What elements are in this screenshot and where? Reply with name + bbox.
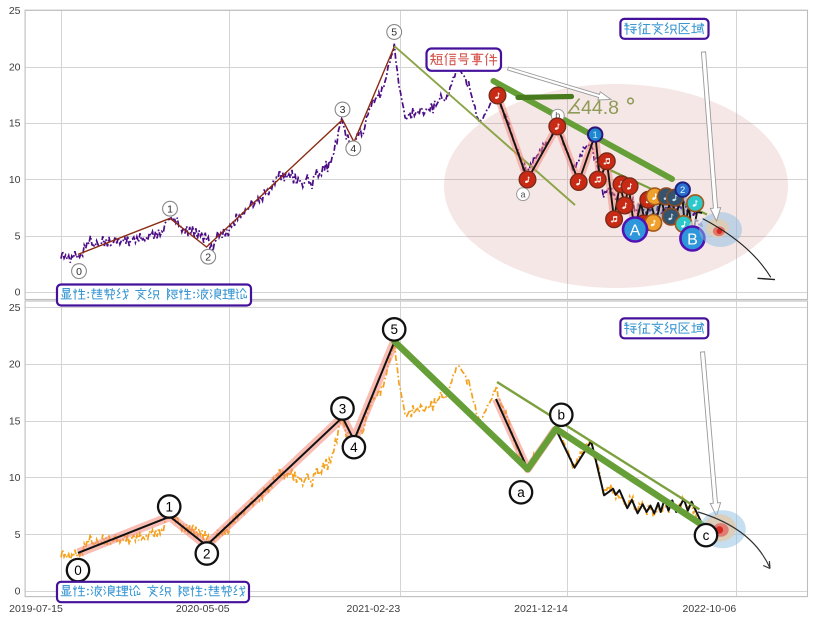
svg-text:25: 25 <box>9 302 21 314</box>
svg-text:A: A <box>630 222 641 239</box>
svg-text:2: 2 <box>203 546 211 561</box>
svg-text:5: 5 <box>15 230 21 242</box>
svg-text:20: 20 <box>9 359 21 371</box>
svg-text:5: 5 <box>15 529 21 541</box>
svg-text:2020-05-05: 2020-05-05 <box>176 603 230 615</box>
svg-text:1: 1 <box>167 203 173 215</box>
svg-text:0: 0 <box>15 287 21 299</box>
svg-text:2019-07-15: 2019-07-15 <box>9 603 63 615</box>
svg-text:a: a <box>520 189 525 199</box>
svg-text:15: 15 <box>9 415 21 427</box>
svg-text:5: 5 <box>390 322 398 337</box>
svg-text:3: 3 <box>340 104 346 116</box>
svg-text:0: 0 <box>74 563 82 578</box>
svg-text:2: 2 <box>680 185 685 196</box>
svg-text:10: 10 <box>9 174 21 186</box>
svg-text:5: 5 <box>391 27 397 39</box>
svg-text:a: a <box>517 485 525 500</box>
svg-text:4: 4 <box>350 143 356 155</box>
svg-text:b: b <box>558 408 566 423</box>
svg-text:10: 10 <box>9 472 21 484</box>
svg-text:25: 25 <box>9 5 21 17</box>
svg-text:1: 1 <box>593 130 598 141</box>
svg-text:1: 1 <box>165 499 173 514</box>
svg-text:B: B <box>687 231 698 248</box>
svg-text:c: c <box>703 528 710 543</box>
svg-text:3: 3 <box>339 401 347 416</box>
svg-text:15: 15 <box>9 118 21 130</box>
svg-text:0: 0 <box>76 266 82 278</box>
svg-text:2021-02-23: 2021-02-23 <box>347 603 401 615</box>
svg-text:4: 4 <box>350 440 358 455</box>
svg-text:2: 2 <box>205 251 211 263</box>
svg-text:2021-12-14: 2021-12-14 <box>514 603 568 615</box>
svg-text:0: 0 <box>15 586 21 598</box>
svg-text:2022-10-06: 2022-10-06 <box>683 603 737 615</box>
svg-text:20: 20 <box>9 61 21 73</box>
